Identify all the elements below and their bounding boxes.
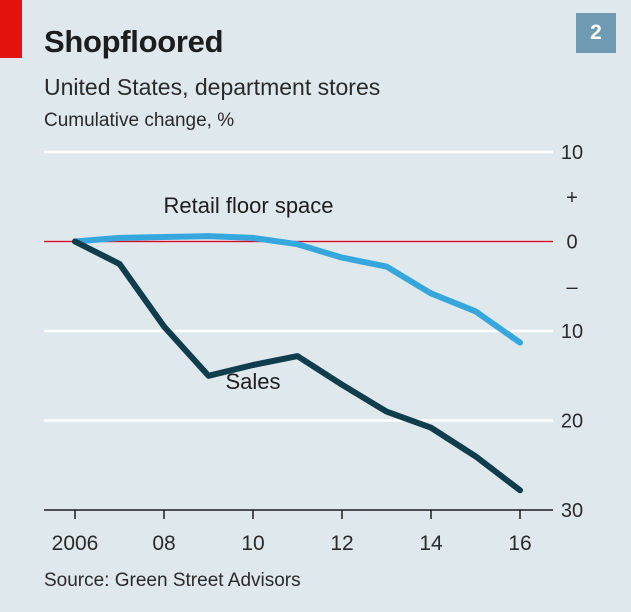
source-note: Source: Green Street Advisors [44,570,301,591]
chart-subtitle: United States, department stores [44,74,381,100]
x-tick-label: 2006 [52,532,99,555]
y-tick-label: 10 [561,142,583,164]
y-tick-label: 30 [561,500,583,522]
series-label-retail-floor-space: Retail floor space [164,193,334,218]
y-axis-unit-label: Cumulative change, % [44,110,235,131]
x-tick-label: 10 [241,532,264,555]
x-tick-label: 16 [508,532,531,555]
series-labels: Retail floor space Sales [164,193,334,394]
x-tick-label: 08 [152,532,175,555]
x-tick-label: 12 [330,532,353,555]
red-corner-tag [0,0,22,58]
y-tick-label: 10 [561,321,583,343]
y-tick-label: 0 [566,232,577,254]
series-line-sales [72,238,523,494]
x-tick-label: 14 [419,532,443,555]
chart-title: Shopfloored [44,24,224,59]
axes: 10 +0 – 10 20 30 2006 08 10 12 14 16 [44,142,583,555]
chart-number-badge: 2 [576,13,616,53]
y-tick-label: 20 [561,411,583,433]
gridlines [44,150,553,422]
y-tick-label: – [566,276,578,298]
series-label-sales: Sales [225,369,280,394]
series-lines [72,233,523,494]
series-line-retail-floor-space [72,233,523,346]
y-tick-label: + [566,187,578,209]
